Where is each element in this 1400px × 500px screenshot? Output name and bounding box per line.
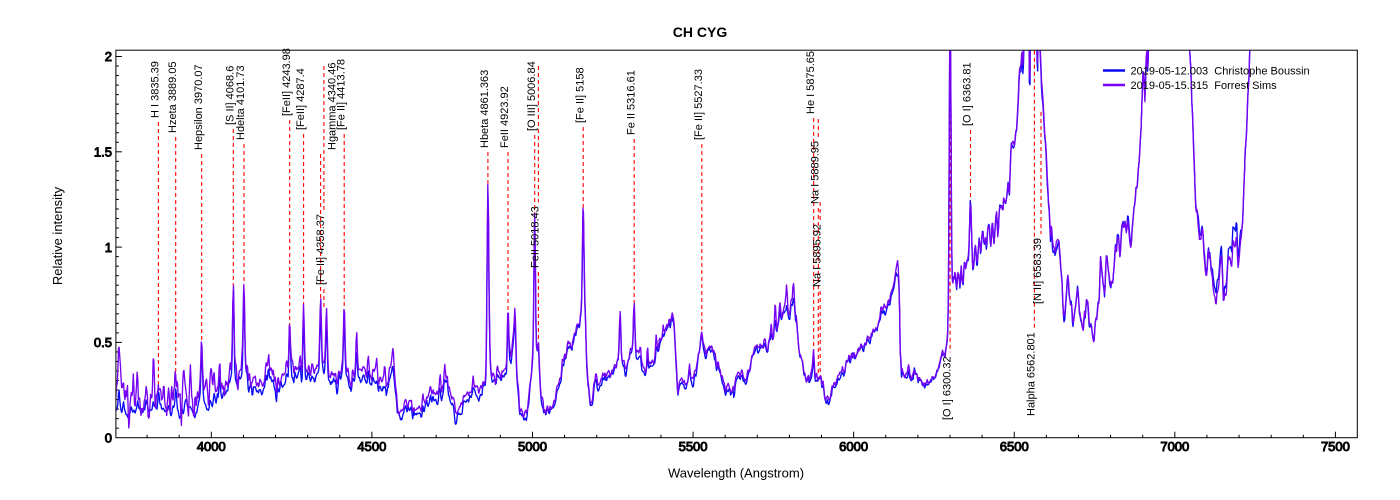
- svg-text:[Fe II] 5527.33: [Fe II] 5527.33: [693, 69, 705, 140]
- svg-text:0.5: 0.5: [94, 335, 112, 350]
- svg-text:[Fe II] 4358.37: [Fe II] 4358.37: [315, 214, 327, 285]
- svg-text:Hbeta 4861.363: Hbeta 4861.363: [479, 70, 491, 148]
- svg-text:CH CYG: CH CYG: [673, 24, 728, 40]
- svg-text:4000: 4000: [197, 439, 226, 454]
- svg-text:H I 3835.39: H I 3835.39: [150, 61, 162, 118]
- svg-text:5500: 5500: [679, 439, 708, 454]
- svg-text:Na I 5889.95: Na I 5889.95: [810, 141, 822, 204]
- svg-text:Halpha 6562.801: Halpha 6562.801: [1026, 332, 1038, 416]
- svg-text:[FeII] 4287.4: [FeII] 4287.4: [295, 68, 307, 130]
- svg-text:Fe II 5316.61: Fe II 5316.61: [625, 70, 637, 135]
- svg-text:2019-05-15.315 Forrest Sims: 2019-05-15.315 Forrest Sims: [1131, 80, 1278, 92]
- svg-text:Hepsilon 3970.07: Hepsilon 3970.07: [193, 64, 205, 150]
- svg-text:Wavelength (Angstrom): Wavelength (Angstrom): [668, 466, 804, 481]
- svg-text:[FeII] 4243.98: [FeII] 4243.98: [281, 48, 293, 116]
- svg-text:2: 2: [105, 49, 112, 64]
- svg-text:[O I] 6300.32: [O I] 6300.32: [941, 356, 953, 420]
- svg-text:Na I 5895.92: Na I 5895.92: [811, 224, 823, 287]
- svg-text:He I 5875.65: He I 5875.65: [805, 51, 817, 114]
- svg-text:[O I] 6363.81: [O I] 6363.81: [962, 62, 974, 126]
- svg-text:Hzeta 3889.05: Hzeta 3889.05: [167, 61, 179, 133]
- svg-text:Relative intensity: Relative intensity: [50, 186, 65, 285]
- svg-text:0: 0: [105, 430, 112, 445]
- svg-text:[N II] 6583.39: [N II] 6583.39: [1032, 238, 1044, 304]
- svg-text:2019-05-12.003 Christophe Bou: 2019-05-12.003 Christophe Boussin: [1131, 66, 1310, 78]
- svg-text:6500: 6500: [1000, 439, 1029, 454]
- svg-text:[Fe II] 5158: [Fe II] 5158: [574, 67, 586, 123]
- svg-text:6000: 6000: [839, 439, 868, 454]
- svg-text:Hdelta 4101.73: Hdelta 4101.73: [235, 65, 247, 140]
- svg-text:5000: 5000: [518, 439, 547, 454]
- svg-text:7500: 7500: [1321, 439, 1350, 454]
- svg-text:[O III] 5006.84: [O III] 5006.84: [526, 61, 538, 131]
- svg-text:[S II] 4068.6: [S II] 4068.6: [225, 66, 237, 125]
- svg-text:1.5: 1.5: [94, 145, 112, 160]
- svg-text:[Fe II] 4413.78: [Fe II] 4413.78: [335, 59, 347, 130]
- svg-text:7000: 7000: [1160, 439, 1189, 454]
- svg-text:4500: 4500: [357, 439, 386, 454]
- svg-text:FeII 4923.92: FeII 4923.92: [499, 86, 511, 148]
- svg-text:Hgamma 4340.46: Hgamma 4340.46: [326, 63, 338, 150]
- svg-text:FeII 5018.43: FeII 5018.43: [530, 206, 542, 268]
- svg-text:1: 1: [105, 240, 112, 255]
